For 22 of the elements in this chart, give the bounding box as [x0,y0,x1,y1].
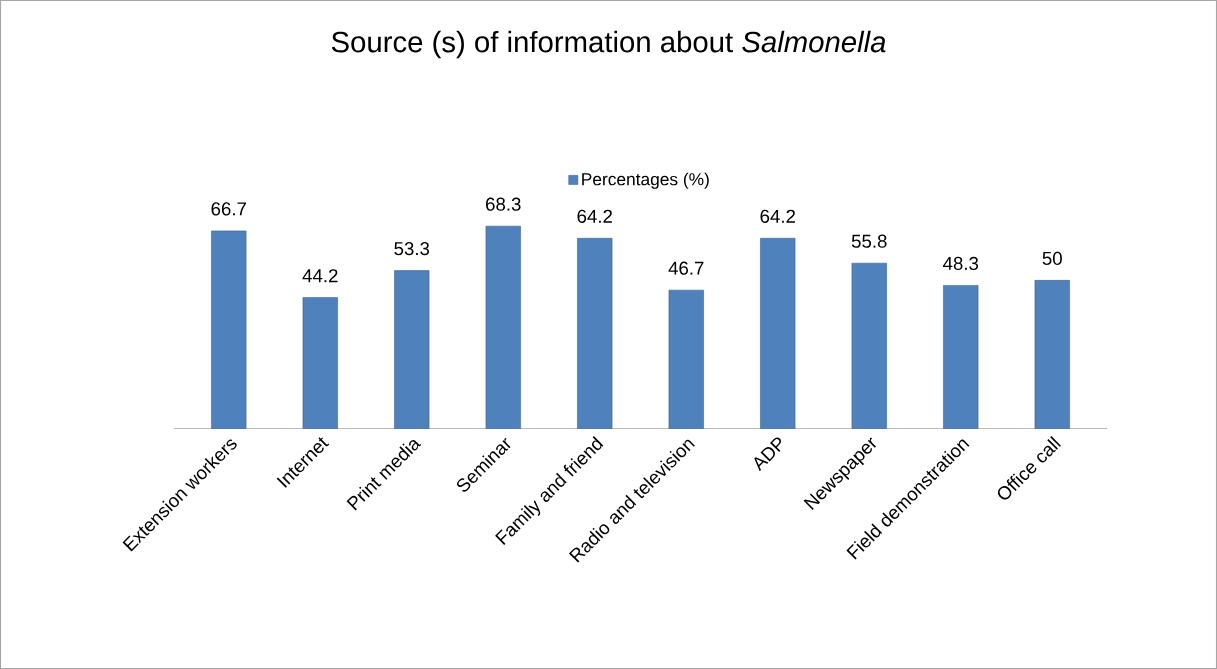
data-label: 50 [1042,251,1062,265]
data-label: 53.3 [394,241,430,256]
data-label: 64.2 [577,209,612,223]
bar [302,297,338,429]
data-label: 44.2 [302,269,338,283]
bar [211,230,247,429]
data-label: 64.2 [760,209,795,223]
bar [760,238,796,429]
bar [668,289,704,429]
bar [485,225,521,429]
bar [577,238,613,429]
chart-title: Source (s) of information about Salmonella [331,30,886,59]
data-label: 48.3 [943,256,979,271]
legend-label: Percentages (%) [582,172,709,189]
data-label: 55.8 [851,234,887,248]
data-label: 68.3 [486,197,521,211]
bar [851,262,887,429]
bar [394,270,430,429]
bar [943,285,979,429]
data-label: 46.7 [668,261,704,275]
bar [1034,280,1070,429]
data-label: 66.7 [211,202,246,216]
